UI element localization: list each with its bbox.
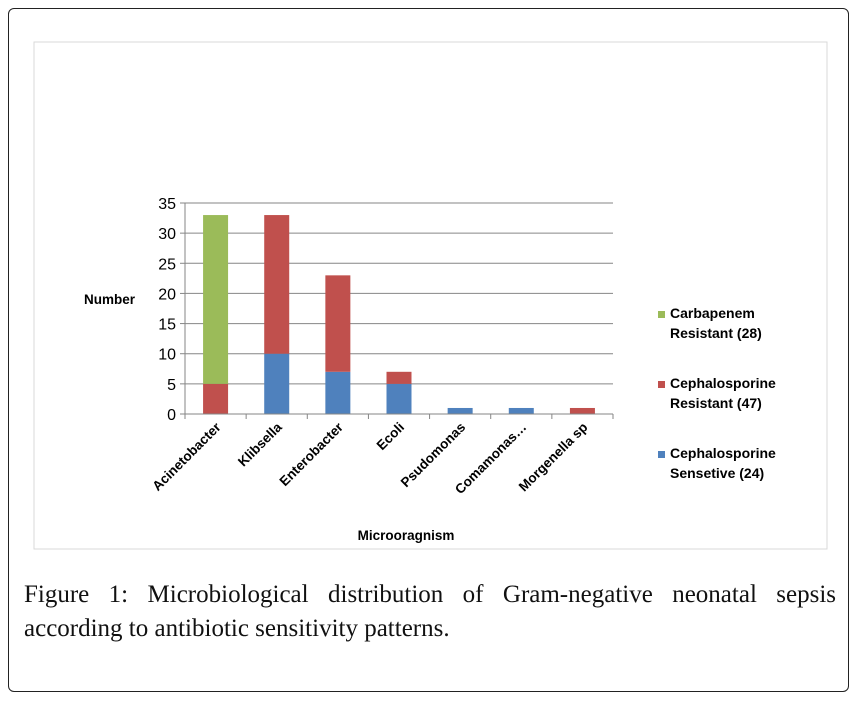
legend-label-line2: Sensetive (24) <box>670 465 764 481</box>
bar-segment <box>569 407 595 414</box>
bar-segment <box>447 407 473 414</box>
y-tick-label: 15 <box>158 317 176 334</box>
figure-caption-text: Microbiological distribution of Gram-neg… <box>24 581 837 642</box>
y-axis-label: Number <box>84 292 136 307</box>
bar-segment <box>508 407 534 414</box>
y-tick-label: 5 <box>167 377 176 394</box>
figure-label: Figure 1: <box>24 581 129 608</box>
y-tick-label: 0 <box>167 407 176 424</box>
legend-label-line1: Cephalosporine <box>670 375 776 391</box>
bar-segment <box>264 353 290 414</box>
x-category-label: Acinetobacter <box>149 419 224 494</box>
x-category-label: Klibsella <box>235 419 285 469</box>
y-tick-label: 35 <box>158 196 176 213</box>
x-category-label: Ecoli <box>374 420 407 453</box>
figure-caption: Figure 1: Microbiological distribution o… <box>24 578 836 646</box>
x-category-label: Enterobacter <box>276 419 346 489</box>
bar-segment <box>203 383 229 414</box>
legend-label-line2: Resistant (47) <box>670 395 762 411</box>
legend-label-line2: Resistant (28) <box>670 325 762 341</box>
bar-segment <box>264 215 290 354</box>
bar-segment <box>325 371 351 414</box>
bar-segment <box>386 383 412 414</box>
gridlines <box>185 202 613 385</box>
x-axis-label: Microoragnism <box>358 528 455 543</box>
x-axis-tick-marks <box>184 414 614 419</box>
bars <box>203 215 595 414</box>
legend-swatch <box>658 311 665 318</box>
y-tick-label: 10 <box>158 347 176 364</box>
legend: Carbapenem Resistant (28) Cephalosporine Re… <box>658 305 776 481</box>
legend-label-line1: Cephalosporine <box>670 445 776 461</box>
legend-swatch <box>658 451 665 458</box>
y-tick-label: 30 <box>158 226 176 243</box>
legend-swatch <box>658 381 665 388</box>
y-tick-label: 20 <box>158 286 176 303</box>
y-axis-ticks: 0 5 10 15 20 25 30 35 <box>158 196 185 424</box>
chart-area-border <box>33 41 828 550</box>
bar-segment <box>203 215 229 384</box>
bar-segment <box>386 371 412 384</box>
y-tick-label: 25 <box>158 256 176 273</box>
legend-label-line1: Carbapenem <box>670 305 755 321</box>
bar-segment <box>325 275 351 372</box>
figure-frame <box>8 8 849 692</box>
